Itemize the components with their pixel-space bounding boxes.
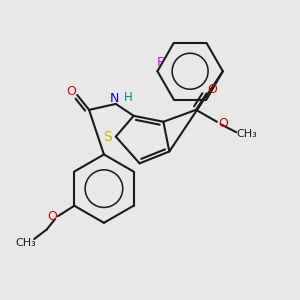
Text: O: O <box>66 85 76 98</box>
Text: O: O <box>48 210 58 223</box>
Text: N: N <box>110 92 119 105</box>
Text: CH₃: CH₃ <box>15 238 36 248</box>
Text: CH₃: CH₃ <box>236 129 257 139</box>
Text: O: O <box>218 117 228 130</box>
Text: H: H <box>124 91 133 104</box>
Text: S: S <box>103 130 112 144</box>
Text: F: F <box>157 56 164 69</box>
Text: O: O <box>207 83 217 97</box>
